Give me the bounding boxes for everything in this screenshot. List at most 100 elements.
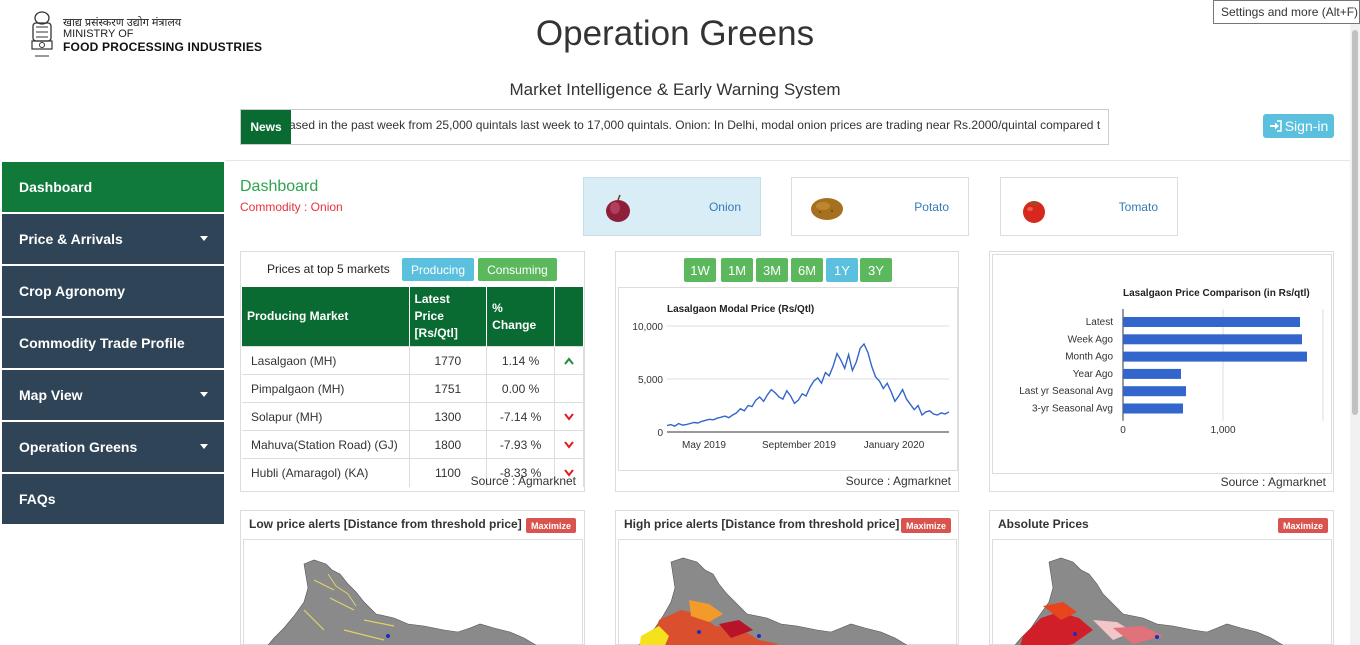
bar <box>1123 368 1181 379</box>
column-header: Latest Price [Rs/Qtl] <box>409 287 488 347</box>
market-price: 1770 <box>409 346 488 375</box>
range-button-6m[interactable]: 6M <box>791 258 823 282</box>
market-change: -7.14 % <box>486 402 555 431</box>
market-price: 1300 <box>409 402 488 431</box>
maximize-button[interactable]: Maximize <box>526 518 577 533</box>
x-tick-label: 0 <box>1120 425 1126 436</box>
commodity-label-potato: Potato <box>914 200 949 214</box>
map-container[interactable] <box>243 539 583 645</box>
divider <box>225 160 1350 161</box>
commodity-card-tomato[interactable]: Tomato <box>1000 177 1178 236</box>
high-price-alerts-title: High price alerts [Distance from thresho… <box>624 517 900 531</box>
sidebar-item-crop-agronomy[interactable]: Crop Agronomy <box>2 266 224 316</box>
category-label: Month Ago <box>1065 352 1113 363</box>
sidebar-item-operation-greens[interactable]: Operation Greens <box>2 422 224 472</box>
commodity-card-onion[interactable]: Onion <box>583 177 761 236</box>
news-ticker[interactable]: ased in the past week from 25,000 quinta… <box>240 109 1109 145</box>
y-tick-label: 0 <box>657 428 663 439</box>
maximize-button[interactable]: Maximize <box>901 518 952 533</box>
news-ticker-text: ased in the past week from 25,000 quinta… <box>289 118 1101 132</box>
low-price-alerts-title: Low price alerts [Distance from threshol… <box>249 517 522 531</box>
sidebar-item-faqs[interactable]: FAQs <box>2 474 224 524</box>
national-emblem-icon <box>31 11 53 57</box>
table-row: Hubli (Amaragol) (KA) 1100 -8.33 % <box>242 458 585 487</box>
producing-tab[interactable]: Producing <box>402 258 474 281</box>
india-map <box>1014 557 1284 645</box>
page-title: Operation Greens <box>535 14 815 53</box>
market-name: Lasalgaon (MH) <box>242 346 410 375</box>
sidebar-item-label: Price & Arrivals <box>19 231 123 247</box>
dashboard-title: Dashboard <box>240 178 319 195</box>
market-change: -7.93 % <box>486 430 555 459</box>
sidebar-item-label: Dashboard <box>19 179 93 195</box>
range-button-1m[interactable]: 1M <box>721 258 753 282</box>
category-label: 3-yr Seasonal Avg <box>1032 404 1113 415</box>
bar <box>1123 403 1183 414</box>
price-comparison-panel: Lasalgaon Price Comparison (in Rs/qtl) La… <box>989 251 1334 492</box>
bar <box>1123 317 1300 327</box>
caret-down-icon <box>200 236 208 241</box>
signin-label: Sign-in <box>1284 118 1329 134</box>
market-name: Hubli (Amaragol) (KA) <box>242 458 410 487</box>
column-header: Producing Market <box>242 287 410 347</box>
absolute-prices-title: Absolute Prices <box>998 517 1089 531</box>
commodity-label: Commodity : Onion <box>240 200 343 214</box>
chevron-down-icon <box>564 440 574 449</box>
browser-tooltip: Settings and more (Alt+F) <box>1213 0 1360 24</box>
range-button-3y[interactable]: 3Y <box>860 258 892 282</box>
ministry-logo[interactable]: खाद्य प्रसंस्करण उद्योग मंत्रालय MINISTR… <box>27 10 272 62</box>
india-map <box>267 559 537 645</box>
caret-down-icon <box>200 444 208 449</box>
series-line <box>666 342 950 427</box>
signin-button[interactable]: Sign-in <box>1263 114 1334 138</box>
consuming-tab[interactable]: Consuming <box>478 258 557 281</box>
trend-cell <box>554 346 585 375</box>
map-container[interactable] <box>618 539 957 645</box>
range-button-1y[interactable]: 1Y <box>826 258 858 282</box>
y-tick-label: 5,000 <box>638 375 663 386</box>
scrollbar-thumb[interactable] <box>1352 30 1358 415</box>
x-tick-label: 1,000 <box>1210 425 1235 436</box>
x-tick-label: September 2019 <box>762 440 836 451</box>
market-change: 1.14 % <box>486 346 555 375</box>
map-container[interactable] <box>992 539 1332 645</box>
potato-icon <box>811 198 843 220</box>
category-label: Latest <box>1086 317 1113 328</box>
sidebar-item-price-arrivals[interactable]: Price & Arrivals <box>2 214 224 264</box>
logo-hindi-text: खाद्य प्रसंस्करण उद्योग मंत्रालय <box>63 17 182 29</box>
commodity-label-onion: Onion <box>708 200 741 214</box>
absolute-prices-panel: Absolute Prices Maximize <box>989 510 1334 645</box>
sidebar-item-commodity-trade-profile[interactable]: Commodity Trade Profile <box>2 318 224 368</box>
category-label: Last yr Seasonal Avg <box>1019 386 1113 397</box>
caret-down-icon <box>200 392 208 397</box>
source-label: Source : Agmarknet <box>845 474 951 488</box>
range-button-3m[interactable]: 3M <box>756 258 788 282</box>
bar <box>1123 386 1186 397</box>
market-name: Pimpalgaon (MH) <box>242 374 410 403</box>
tomato-icon <box>1023 201 1045 223</box>
price-trend-chart: Lasalgaon Modal Price (Rs/Qtl) 0 5,000 10,0… <box>618 287 958 471</box>
sidebar-item-label: Crop Agronomy <box>19 283 126 299</box>
india-map <box>638 557 908 645</box>
top-markets-title: Prices at top 5 markets <box>267 262 390 276</box>
maximize-button[interactable]: Maximize <box>1278 518 1329 533</box>
x-tick-label: January 2020 <box>864 440 925 451</box>
top-markets-table: Producing Market Latest Price [Rs/Qtl] %… <box>242 287 585 487</box>
sidebar-item-dashboard[interactable]: Dashboard <box>2 162 224 212</box>
sidebar-item-map-view[interactable]: Map View <box>2 370 224 420</box>
category-label: Year Ago <box>1073 369 1114 380</box>
market-price: 1800 <box>409 430 488 459</box>
source-label: Source : Agmarknet <box>470 474 576 488</box>
logo-line1: MINISTRY OF <box>63 28 134 40</box>
range-button-1w[interactable]: 1W <box>684 258 716 282</box>
market-change: 0.00 % <box>486 374 555 403</box>
line-chart-svg: Lasalgaon Modal Price (Rs/Qtl) 0 5,000 10,0… <box>632 304 950 451</box>
market-price: 1751 <box>409 374 488 403</box>
sidebar-item-label: Operation Greens <box>19 439 138 455</box>
commodity-card-potato[interactable]: Potato <box>791 177 969 236</box>
table-row: Pimpalgaon (MH) 1751 0.00 % <box>242 374 585 403</box>
sidebar-item-label: Map View <box>19 387 83 403</box>
trend-cell <box>554 402 585 431</box>
market-name: Solapur (MH) <box>242 402 410 431</box>
sidebar-item-label: Commodity Trade Profile <box>19 335 185 351</box>
